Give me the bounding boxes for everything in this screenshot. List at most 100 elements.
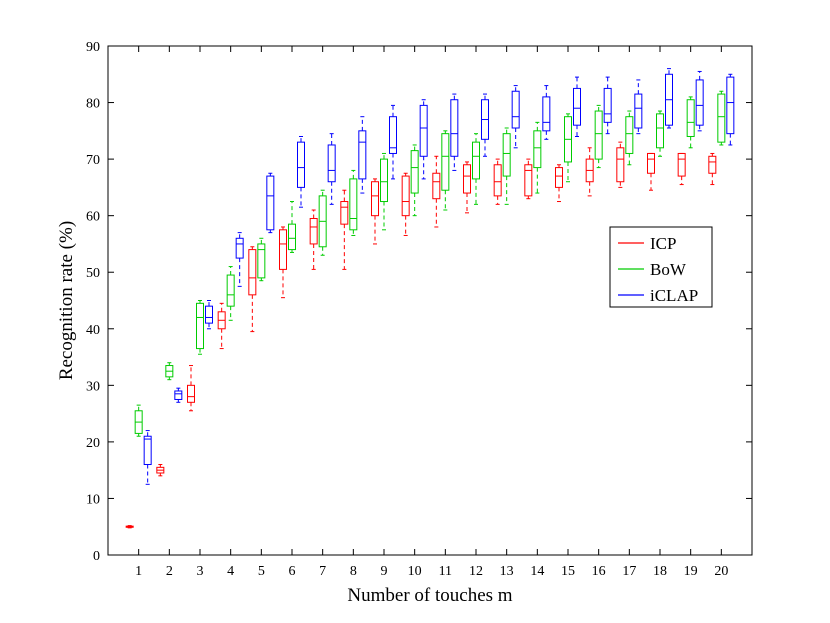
box-iqr (511, 90, 520, 129)
box-iclap-5 (266, 172, 275, 234)
y-tick-label: 50 (86, 266, 100, 281)
box-iqr (677, 152, 686, 177)
box-iclap-19 (695, 70, 704, 132)
x-tick-label: 1 (135, 564, 142, 579)
box-iqr (196, 302, 204, 350)
box-iqr (327, 144, 336, 183)
box-iclap-4 (235, 232, 244, 287)
box-iqr (625, 116, 634, 154)
box-iqr (695, 79, 704, 126)
x-axis: 1 2 3 4 5 6 7 8 9 10 11 12 13 14 15 16 17 18 19 20 (135, 46, 728, 579)
x-tick-label: 12 (469, 564, 483, 579)
box-iqr (371, 181, 379, 217)
box-iqr (708, 155, 717, 174)
box-icp-13 (493, 158, 502, 205)
x-tick-label: 14 (530, 564, 544, 579)
box-iqr (297, 141, 305, 188)
x-tick-label: 8 (350, 564, 357, 579)
box-bow-14 (533, 121, 542, 194)
y-tick-label: 30 (86, 379, 100, 394)
box-icp-14 (524, 158, 533, 200)
box-bow-13 (502, 127, 511, 205)
box-iclap-8 (358, 116, 367, 194)
box-bow-15 (564, 113, 572, 183)
box-bow-12 (472, 133, 480, 205)
box-iclap-6 (297, 135, 305, 208)
box-iclap-15 (573, 76, 581, 137)
box-iqr (143, 435, 152, 466)
box-iqr (656, 113, 664, 149)
box-bow-11 (441, 130, 450, 211)
box-iqr (573, 87, 581, 126)
box-icp-2 (156, 464, 165, 477)
box-iqr (226, 274, 235, 307)
y-tick-label: 20 (86, 436, 100, 451)
legend-label-iclap: iCLAP (650, 286, 698, 305)
box-iqr (248, 249, 257, 296)
box-iqr (594, 110, 603, 160)
box-bow-3 (196, 300, 204, 355)
box-iqr (309, 217, 318, 245)
box-iqr (432, 172, 441, 200)
plot-frame (107, 45, 753, 556)
plot-area (125, 68, 735, 529)
box-icp-4 (217, 302, 226, 350)
y-axis: 0 10 20 30 40 50 60 70 80 90 (86, 40, 752, 564)
box-iclap-14 (542, 85, 551, 140)
x-tick-label: 4 (227, 564, 234, 579)
box-iqr (542, 96, 551, 132)
box-icp-17 (616, 141, 625, 188)
box-iqr (647, 152, 655, 174)
box-icp-20 (708, 152, 717, 186)
box-icp-12 (463, 161, 471, 214)
box-bow-20 (717, 90, 726, 146)
legend: ICP BoW iCLAP (609, 226, 713, 308)
box-iclap-9 (389, 104, 397, 180)
box-iqr (616, 147, 625, 183)
box-iclap-18 (665, 68, 673, 129)
box-iqr (441, 133, 450, 191)
box-iqr (493, 164, 502, 197)
x-tick-label: 3 (197, 564, 204, 579)
box-iqr (266, 175, 275, 231)
box-icp-8 (340, 189, 349, 270)
box-iqr (174, 390, 183, 400)
series-iclap (143, 68, 735, 485)
legend-label-bow: BoW (650, 260, 687, 279)
box-iclap-17 (634, 79, 643, 135)
box-iclap-13 (511, 85, 520, 149)
series-icp (125, 141, 717, 529)
box-icp-6 (279, 226, 287, 299)
x-tick-label: 13 (500, 564, 514, 579)
box-icp-1 (125, 525, 134, 529)
box-bow-4 (226, 266, 235, 321)
y-tick-label: 80 (86, 97, 100, 112)
box-iclap-10 (419, 99, 428, 180)
box-iqr (205, 305, 213, 324)
box-bow-9 (380, 152, 388, 231)
box-iqr (726, 76, 735, 135)
box-bow-2 (165, 362, 174, 381)
box-bow-19 (686, 96, 695, 149)
x-tick-label: 2 (166, 564, 173, 579)
y-tick-label: 70 (86, 153, 100, 168)
y-tick-label: 10 (86, 492, 100, 507)
box-iqr (340, 201, 349, 225)
x-tick-label: 17 (622, 564, 636, 579)
box-bow-16 (594, 104, 603, 169)
x-tick-label: 18 (653, 564, 667, 579)
box-icp-5 (248, 246, 257, 333)
box-bow-1 (134, 404, 143, 437)
box-bow-18 (656, 110, 664, 157)
box-iqr (358, 130, 367, 180)
x-axis-label: Number of touches m (347, 585, 512, 606)
box-iqr (717, 93, 726, 143)
box-iqr (419, 104, 428, 157)
box-iclap-16 (603, 76, 612, 135)
box-bow-5 (257, 237, 266, 282)
y-tick-label: 0 (93, 549, 100, 564)
x-tick-label: 11 (439, 564, 452, 579)
x-tick-label: 9 (381, 564, 388, 579)
legend-box (609, 226, 713, 308)
